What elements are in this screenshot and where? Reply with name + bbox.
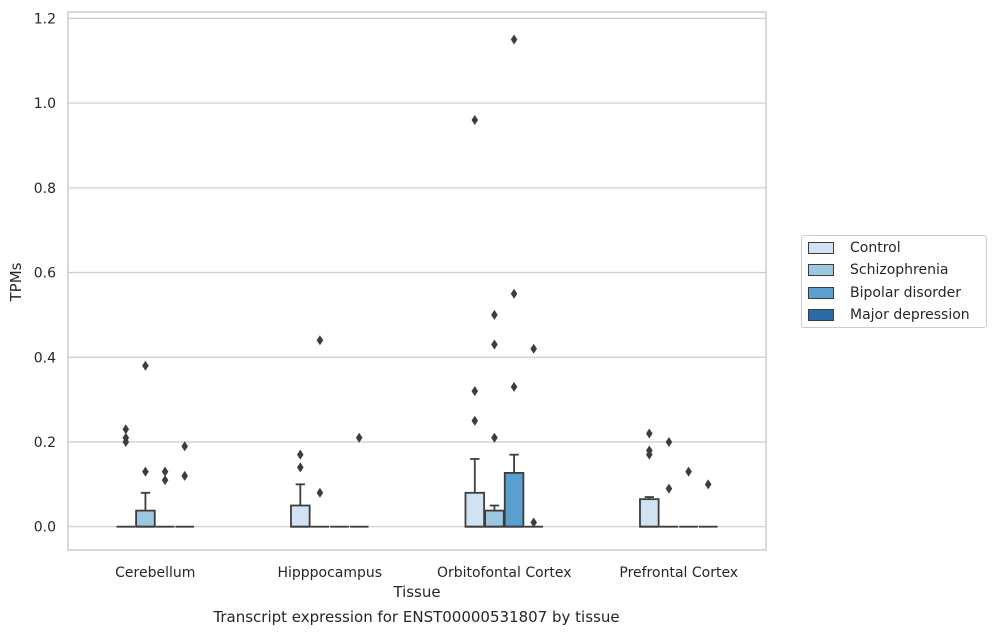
box-group: [679, 466, 698, 528]
box: [484, 509, 505, 528]
outlier-point: [665, 436, 673, 447]
outlier-point: [665, 483, 673, 494]
y-tick-label: 1.2: [34, 11, 56, 27]
outlier-point: [491, 309, 498, 320]
legend: Control Schizophrenia Bipolar disorder M…: [801, 235, 987, 328]
box-group: [135, 360, 156, 528]
legend-label-major-depression: Major depression: [850, 307, 970, 323]
outlier-point: [471, 415, 479, 426]
outlier-point: [471, 386, 479, 397]
outlier-point: [316, 335, 324, 346]
y-axis-label: TPMs: [7, 262, 25, 302]
outlier-point: [491, 432, 498, 443]
legend-item-schizophrenia: Schizophrenia: [808, 260, 948, 280]
legend-label-control: Control: [850, 240, 901, 256]
box: [464, 491, 486, 528]
outlier-point: [646, 449, 653, 460]
y-tick-label: 0.2: [34, 435, 56, 451]
outlier-point: [316, 487, 324, 498]
outlier-point: [510, 288, 518, 299]
legend-item-control: Control: [808, 238, 901, 258]
legend-label-schizophrenia: Schizophrenia: [850, 262, 949, 278]
box-group: [698, 479, 718, 528]
box-group: [503, 34, 525, 528]
box-group: [639, 428, 660, 528]
box-group: [175, 441, 195, 528]
box-group: [464, 115, 486, 528]
box-group: [310, 335, 330, 528]
outlier-point: [646, 428, 653, 439]
legend-swatch-bipolar-disorder: [808, 287, 834, 299]
outlier-point: [491, 339, 498, 350]
legend-item-bipolar-disorder: Bipolar disorder: [808, 283, 961, 303]
outlier-point: [181, 470, 188, 481]
plot-frame: [67, 11, 767, 551]
box: [290, 504, 311, 528]
x-axis-label: Tissue: [392, 583, 440, 601]
outlier-point: [685, 466, 692, 477]
outlier-point: [530, 343, 537, 354]
outlier-point: [142, 466, 149, 477]
x-tick-label: Prefrontal Cortex: [619, 565, 738, 581]
y-tick-label: 1.0: [34, 96, 56, 112]
x-tick-label: Cerebellum: [115, 565, 195, 581]
outlier-point: [122, 424, 130, 435]
box-group: [524, 343, 544, 528]
outlier-point: [181, 441, 188, 452]
legend-swatch-control: [808, 242, 834, 254]
box: [639, 498, 660, 528]
legend-swatch-major-depression: [808, 309, 834, 321]
outlier-point: [297, 462, 304, 473]
outlier-point: [510, 381, 518, 392]
outlier-point: [471, 115, 479, 126]
box-group: [349, 432, 369, 528]
x-tick-labels: Cerebellum Hipppocampus Orbitofontal Corte…: [115, 565, 738, 581]
box: [503, 472, 525, 528]
x-tick-label: Hipppocampus: [277, 565, 382, 581]
outlier-point: [161, 466, 169, 477]
outlier-point: [122, 436, 130, 447]
outlier-point: [161, 475, 169, 486]
y-tick-label: 0.8: [34, 181, 56, 197]
box-group: [659, 436, 679, 528]
outlier-point: [355, 432, 363, 443]
legend-swatch-schizophrenia: [808, 264, 834, 276]
outlier-point: [704, 479, 712, 490]
y-tick-labels: 0.0 0.2 0.4 0.6 0.8 1.0 1.2: [34, 11, 56, 535]
y-tick-label: 0.6: [34, 266, 56, 282]
legend-label-bipolar-disorder: Bipolar disorder: [850, 285, 962, 301]
box-group: [484, 309, 505, 528]
outlier-point: [142, 360, 149, 371]
outlier-point: [510, 34, 518, 45]
outlier-point: [530, 517, 537, 528]
x-tick-label: Orbitofontal Cortex: [437, 565, 572, 581]
y-tick-label: 0.4: [34, 350, 56, 366]
box-plot-marks: [116, 34, 718, 528]
box-group: [290, 449, 311, 528]
box: [135, 509, 156, 528]
legend-item-major-depression: Major depression: [808, 305, 970, 325]
grid-lines: [68, 17, 766, 528]
box-group: [116, 424, 136, 528]
box-group: [155, 466, 175, 528]
outlier-point: [297, 449, 304, 460]
y-tick-label: 0.0: [34, 520, 56, 536]
chart-caption: Transcript expression for ENST0000053180…: [213, 608, 620, 626]
